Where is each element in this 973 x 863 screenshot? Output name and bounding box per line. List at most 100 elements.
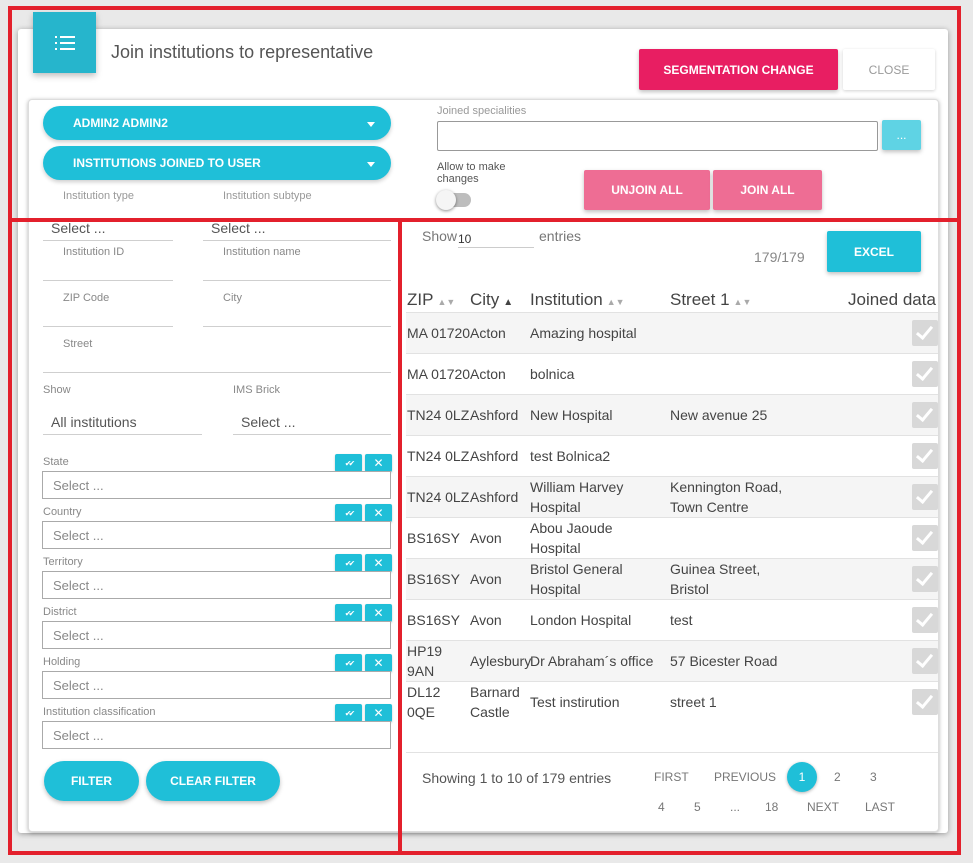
table-row: HP19 9AN Aylesbury Dr Abraham´s office 57 B… [406, 640, 938, 681]
street-cell: New avenue 25 [670, 407, 768, 423]
city-cell: Aylesbury [470, 653, 532, 669]
column-header-institution[interactable]: Institution ▲▼ [530, 290, 625, 310]
institution-cell: Dr Abraham´s office [530, 653, 654, 669]
sort-icon: ▲▼ [437, 297, 456, 307]
select-all-button[interactable]: ✔✔ [335, 454, 362, 472]
city-cell: Ashford [470, 407, 519, 423]
specialities-more-button[interactable]: ... [882, 120, 921, 150]
filter-select[interactable]: Select ... [42, 571, 391, 599]
page-1-link[interactable]: 1 [787, 762, 817, 792]
ims-brick-select[interactable]: Select ... [241, 414, 296, 430]
institution-type-select[interactable]: Select ... [51, 220, 106, 236]
filter-button[interactable]: FILTER [44, 761, 139, 801]
joined-check-icon[interactable] [912, 566, 938, 592]
close-icon: ✕ [373, 706, 384, 720]
mode-dropdown-label: INSTITUTIONS JOINED TO USER [73, 156, 261, 170]
clear-selection-button[interactable]: ✕ [365, 654, 392, 672]
input-underline [203, 326, 391, 327]
zip-cell: MA 01720 [407, 366, 471, 382]
select-all-button[interactable]: ✔✔ [335, 554, 362, 572]
previous-page-link[interactable]: PREVIOUS [714, 770, 777, 784]
clear-selection-button[interactable]: ✕ [365, 604, 392, 622]
allow-changes-toggle[interactable] [436, 190, 471, 210]
clear-filter-button[interactable]: CLEAR FILTER [146, 761, 280, 801]
zip-code-field[interactable]: ZIP Code [63, 292, 110, 304]
segmentation-change-button[interactable]: SEGMENTATION CHANGE [639, 49, 838, 90]
institution-cell: Abou Jaoude Hospital [530, 520, 613, 556]
joined-check-icon[interactable] [912, 648, 938, 674]
filter-select[interactable]: Select ... [42, 521, 391, 549]
unjoin-all-button[interactable]: UNJOIN ALL [584, 170, 710, 210]
institution-cell: Amazing hospital [530, 325, 637, 341]
select-all-button[interactable]: ✔✔ [335, 654, 362, 672]
street-cell: Guinea Street, Bristol [670, 561, 761, 597]
page-2-link[interactable]: 2 [834, 770, 841, 784]
clear-selection-button[interactable]: ✕ [365, 454, 392, 472]
page-4-link[interactable]: 4 [658, 800, 665, 814]
street-cell: 57 Bicester Road [670, 653, 778, 669]
excel-export-button[interactable]: EXCEL [827, 231, 921, 272]
entries-input[interactable]: 10 [458, 228, 534, 248]
next-page-link[interactable]: NEXT [807, 800, 840, 814]
joined-check-icon[interactable] [912, 443, 938, 469]
last-page-link[interactable]: LAST [865, 800, 896, 814]
dialog-title: Join institutions to representative [111, 42, 374, 62]
page-5-link[interactable]: 5 [694, 800, 701, 814]
select-all-button[interactable]: ✔✔ [335, 604, 362, 622]
show-select[interactable]: All institutions [51, 414, 137, 430]
table-row: MA 01720 Acton bolnica [406, 353, 938, 394]
double-check-icon: ✔✔ [344, 458, 356, 468]
select-all-button[interactable]: ✔✔ [335, 504, 362, 522]
institution-cell: London Hospital [530, 612, 632, 628]
zip-cell: BS16SY [407, 612, 460, 628]
zip-cell: BS16SY [407, 530, 460, 546]
filter-label: State [43, 456, 69, 468]
page-3-link[interactable]: 3 [870, 770, 877, 784]
close-button[interactable]: CLOSE [843, 49, 935, 90]
joined-check-icon[interactable] [912, 607, 938, 633]
clear-selection-button[interactable]: ✕ [365, 704, 392, 722]
institution-name-field[interactable]: Institution name [223, 246, 301, 258]
filter-select[interactable]: Select ... [42, 721, 391, 749]
joined-check-icon[interactable] [912, 484, 938, 510]
clear-selection-button[interactable]: ✕ [365, 554, 392, 572]
zip-cell: DL12 0QE [407, 684, 441, 720]
record-count: 179/179 [754, 249, 805, 265]
column-header-zip[interactable]: ZIP ▲▼ [407, 290, 455, 310]
joined-check-icon[interactable] [912, 689, 938, 715]
list-icon [54, 35, 75, 50]
filter-select[interactable]: Select ... [42, 471, 391, 499]
zip-cell: TN24 0LZ [407, 407, 470, 423]
street-field[interactable]: Street [63, 338, 93, 350]
annotation-divider-horizontal [12, 218, 957, 222]
column-header-city[interactable]: City ▲ [470, 290, 513, 310]
city-field[interactable]: City [223, 292, 242, 304]
column-header-street[interactable]: Street 1 ▲▼ [670, 290, 751, 310]
city-cell: Ashford [470, 489, 519, 505]
joined-specialities-label: Joined specialities [437, 105, 527, 117]
input-underline [43, 280, 173, 281]
joined-check-icon[interactable] [912, 320, 938, 346]
joined-check-icon[interactable] [912, 361, 938, 387]
filter-label: Territory [43, 556, 83, 568]
input-underline [43, 326, 173, 327]
double-check-icon: ✔✔ [344, 708, 356, 718]
user-dropdown[interactable]: ADMIN2 ADMIN2 [43, 106, 391, 140]
first-page-link[interactable]: FIRST [654, 770, 689, 784]
institution-cell: test Bolnica2 [530, 448, 611, 464]
clear-selection-button[interactable]: ✕ [365, 504, 392, 522]
filter-select[interactable]: Select ... [42, 671, 391, 699]
institution-cell: Test instirution [530, 694, 620, 710]
institution-subtype-select[interactable]: Select ... [211, 220, 266, 236]
joined-check-icon[interactable] [912, 402, 938, 428]
mode-dropdown[interactable]: INSTITUTIONS JOINED TO USER [43, 146, 391, 180]
page-18-link[interactable]: 18 [765, 800, 779, 814]
select-all-button[interactable]: ✔✔ [335, 704, 362, 722]
join-all-button[interactable]: JOIN ALL [713, 170, 822, 210]
joined-check-icon[interactable] [912, 525, 938, 551]
institution-id-field[interactable]: Institution ID [63, 246, 125, 258]
column-header-joined[interactable]: Joined data [848, 290, 936, 310]
filter-select[interactable]: Select ... [42, 621, 391, 649]
close-icon: ✕ [373, 456, 384, 470]
joined-specialities-field[interactable] [437, 121, 878, 151]
